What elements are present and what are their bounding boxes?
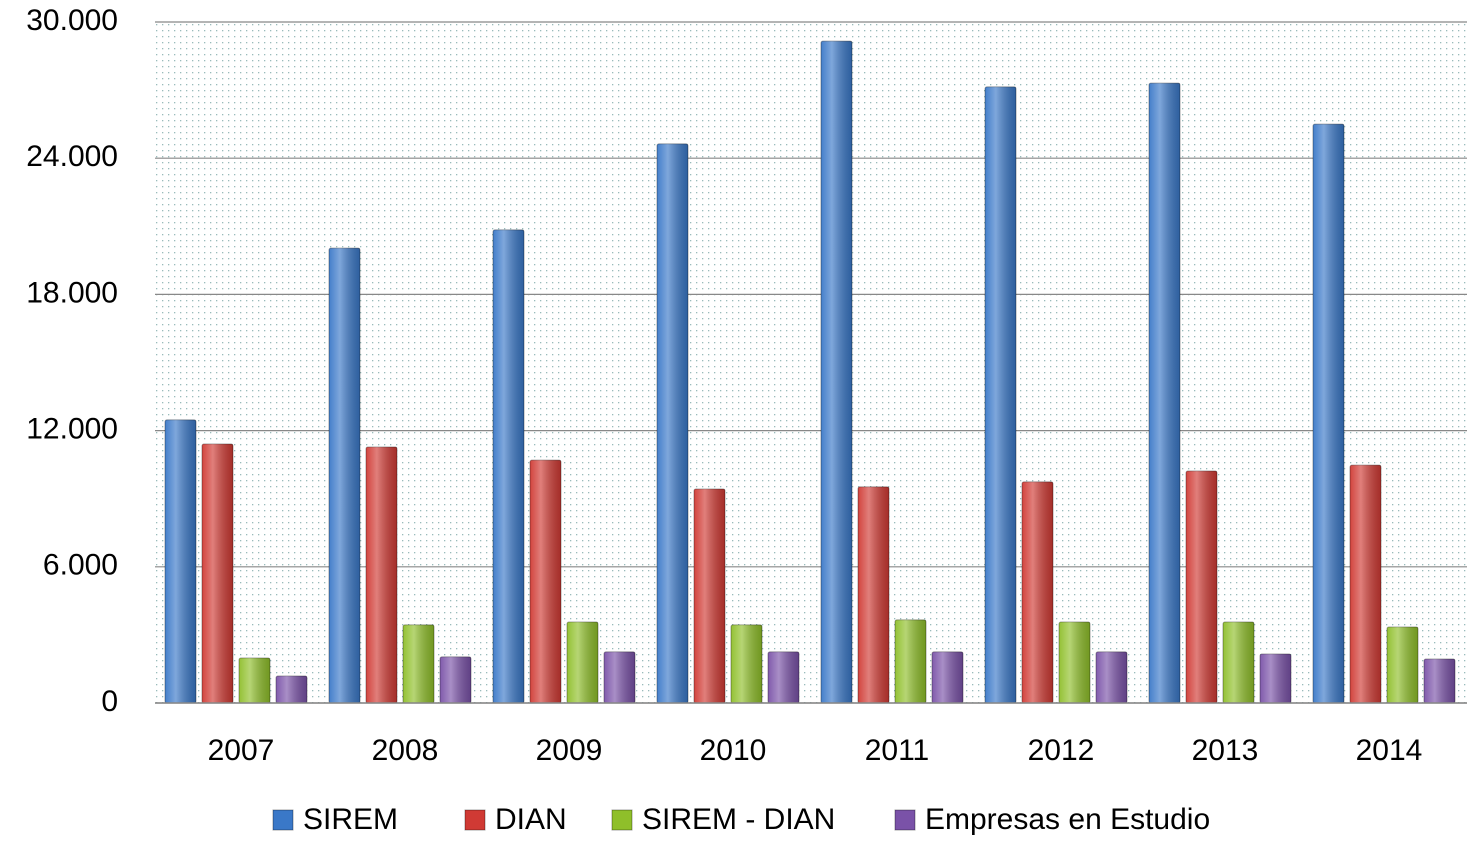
bar	[984, 86, 1017, 704]
y-tick-label: 12.000	[26, 413, 118, 446]
x-tick-label: 2013	[1192, 734, 1259, 767]
bar	[439, 656, 472, 704]
bar	[238, 657, 271, 704]
bar	[1222, 621, 1255, 704]
bar	[365, 446, 398, 704]
bar	[820, 40, 853, 704]
x-tick-label: 2009	[536, 734, 603, 767]
legend-label: SIREM	[303, 803, 398, 836]
x-tick-label: 2012	[1028, 734, 1095, 767]
bar	[730, 624, 763, 704]
bar	[492, 229, 525, 704]
x-tick-label: 2007	[208, 734, 275, 767]
bar	[767, 651, 800, 704]
bar	[693, 488, 726, 704]
legend-label: SIREM - DIAN	[642, 803, 835, 836]
y-tick-label: 6.000	[43, 549, 118, 582]
y-tick-label: 30.000	[26, 4, 118, 37]
bar	[1021, 481, 1054, 704]
bar	[201, 443, 234, 704]
legend-swatch	[464, 809, 486, 831]
bar	[529, 459, 562, 704]
bar	[1349, 464, 1382, 704]
y-tick-label: 18.000	[26, 276, 118, 309]
x-tick-label: 2014	[1356, 734, 1423, 767]
bar	[1386, 626, 1419, 704]
bar	[402, 624, 435, 704]
bar	[1185, 470, 1218, 704]
bar	[857, 486, 890, 704]
y-tick-label: 0	[101, 685, 118, 718]
bar	[931, 651, 964, 704]
bar	[1312, 123, 1345, 704]
bar	[894, 619, 927, 704]
legend-label: Empresas en Estudio	[925, 803, 1210, 836]
x-tick-label: 2008	[372, 734, 439, 767]
y-tick-label: 24.000	[26, 140, 118, 173]
bar	[1423, 658, 1456, 704]
bar	[1095, 651, 1128, 704]
bar	[603, 651, 636, 704]
bar	[566, 621, 599, 704]
bar	[1148, 82, 1181, 704]
bar	[164, 419, 197, 704]
x-tick-label: 2010	[700, 734, 767, 767]
legend-swatch	[894, 809, 916, 831]
bar	[275, 675, 308, 704]
x-tick-label: 2011	[865, 734, 930, 767]
bar	[656, 143, 689, 704]
legend-swatch	[611, 809, 633, 831]
legend-label: DIAN	[495, 803, 567, 836]
bar	[1058, 621, 1091, 704]
bar	[1259, 653, 1292, 704]
bar	[328, 247, 361, 704]
legend-swatch	[272, 809, 294, 831]
